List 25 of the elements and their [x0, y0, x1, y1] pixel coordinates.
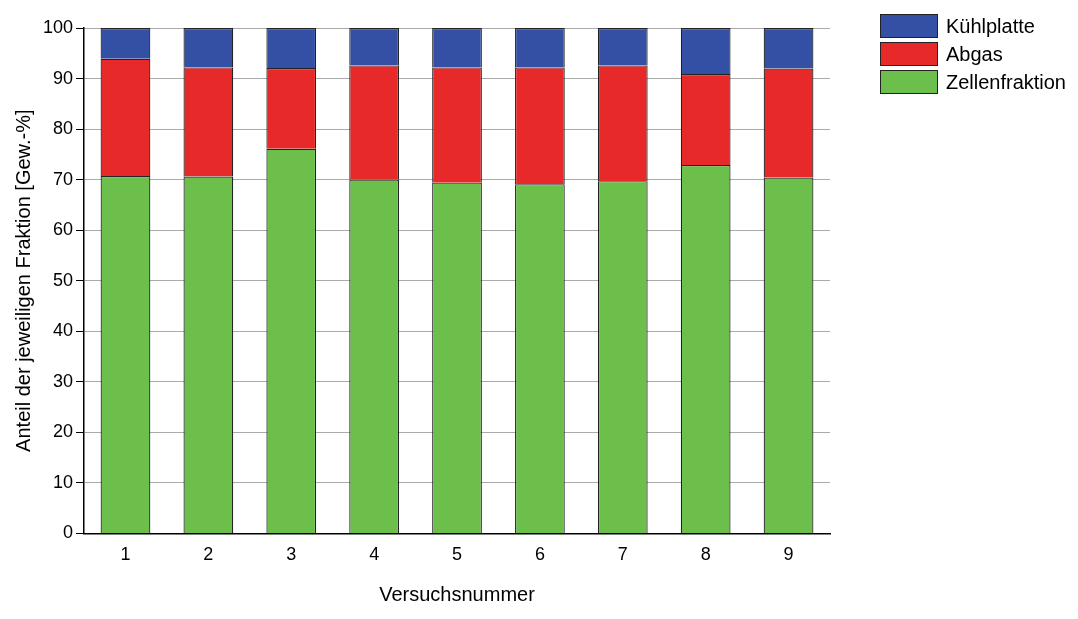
x-tick-label: 6	[534, 544, 545, 565]
y-tick-label: 20	[53, 421, 74, 442]
y-tick-label: 100	[42, 16, 74, 37]
y-tick-label: 30	[53, 370, 74, 391]
legend-label: Kühlplatte	[945, 14, 1035, 38]
x-axis-title: Versuchsnummer	[379, 582, 536, 605]
x-tick-label: 5	[452, 544, 463, 565]
y-axis-title: Anteil der jeweiligen Fraktion [Gew.-%]	[11, 109, 34, 452]
y-tick-label: 60	[53, 219, 74, 240]
x-tick-label: 1	[120, 544, 131, 565]
y-tick-label: 10	[53, 471, 74, 492]
x-tick-label: 3	[286, 544, 297, 565]
x-tick-label: 4	[369, 544, 380, 565]
x-tick-label: 2	[203, 544, 214, 565]
y-tick-label: 40	[53, 320, 74, 341]
y-tick-label: 70	[53, 168, 74, 189]
legend-label: Abgas	[945, 42, 1003, 66]
y-tick-label: 50	[53, 269, 74, 290]
y-tick-label: 90	[53, 67, 74, 88]
x-tick-label: 7	[617, 544, 628, 565]
x-tick-label: 8	[700, 544, 711, 565]
y-tick-label: 0	[63, 522, 74, 543]
y-tick-label: 80	[53, 118, 74, 139]
legend-label: Zellenfraktion	[945, 70, 1066, 94]
x-tick-label: 9	[783, 544, 794, 565]
